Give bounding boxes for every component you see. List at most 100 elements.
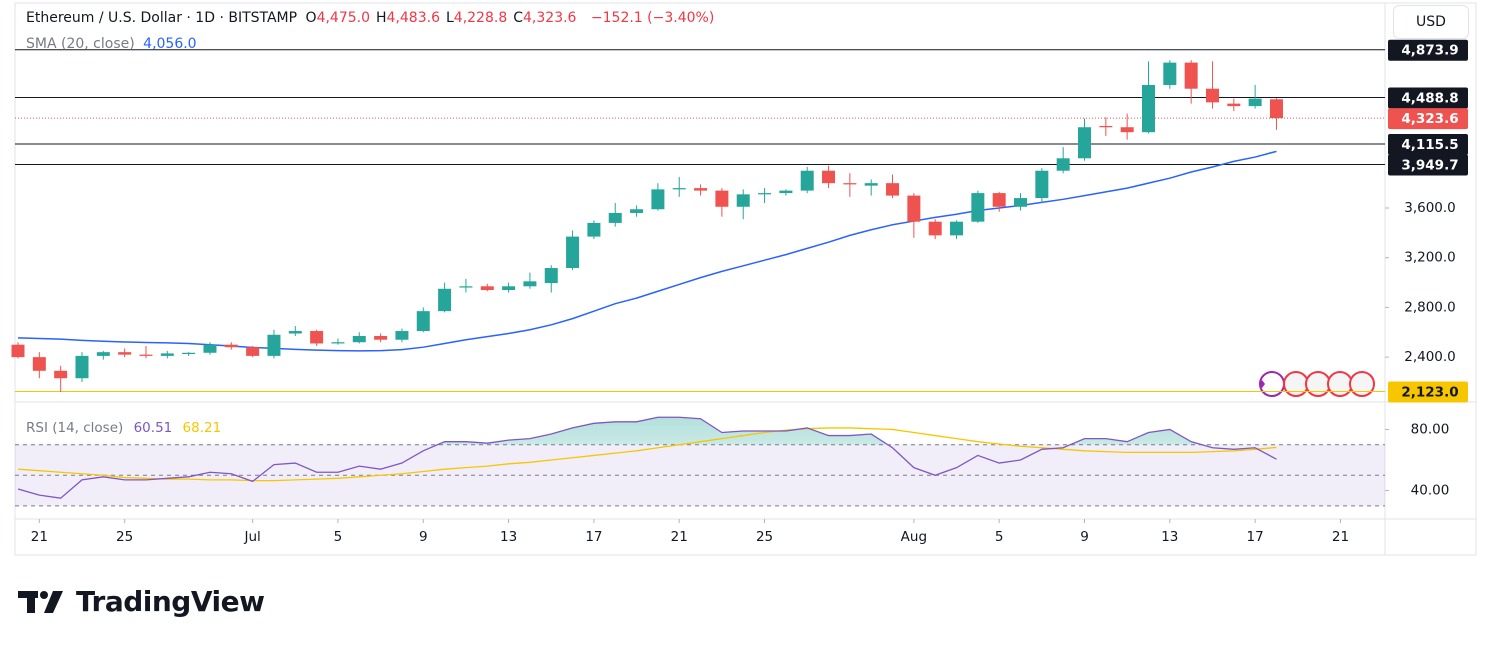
ohlc-key: H [376, 10, 387, 26]
x-tick-label: 25 [756, 529, 773, 545]
rsi-line [17, 416, 1277, 499]
candle-body [651, 189, 665, 210]
candle-body [416, 311, 430, 332]
x-tick-label: 17 [1247, 529, 1264, 545]
rsi-y-tick-label: 80.00 [1411, 421, 1450, 437]
candle-body [1120, 127, 1134, 133]
candle-body [203, 344, 217, 353]
chart-frame [14, 2, 1477, 556]
candle-body [971, 193, 985, 222]
x-tick-label: 9 [1080, 529, 1089, 545]
price-label-box [1388, 133, 1468, 155]
x-tick-label: Jul [243, 529, 260, 545]
sma-legend: SMA (20, close) 4,056.0 [26, 36, 201, 52]
currency-button[interactable]: USD [1393, 5, 1469, 39]
candle-body [523, 281, 537, 287]
ohlc-key: O [305, 10, 317, 26]
x-tick-label: 5 [995, 529, 1004, 545]
rsi-value: 60.51 [134, 420, 173, 436]
candle-body [224, 344, 238, 348]
rsi-ma-value: 68.21 [183, 420, 222, 436]
candle-body [118, 352, 132, 355]
x-tick-label: Aug [901, 529, 927, 545]
rsi-y-tick-label: 40.00 [1411, 483, 1450, 499]
ohlc-value: 4,323.6 [523, 10, 577, 26]
candle-body [246, 347, 260, 356]
candle-body [715, 190, 729, 207]
candle-body [928, 221, 942, 236]
x-tick-label: 21 [671, 529, 688, 545]
ohlc-value: 4,483.6 [386, 10, 440, 26]
candle-body [950, 221, 964, 236]
change-label: −152.1 (−3.40%) [590, 10, 715, 26]
candle-body [1014, 198, 1028, 207]
candle-body [566, 236, 580, 269]
x-tick-label: 21 [31, 529, 48, 545]
x-tick-label: 5 [334, 529, 343, 545]
y-tick-label: 2,800.0 [1404, 299, 1456, 315]
x-tick-label: 13 [1161, 529, 1178, 545]
y-tick-label: 3,200.0 [1404, 250, 1456, 266]
price-label-box [1388, 87, 1468, 109]
logo-icon [18, 591, 63, 613]
candle-body [886, 183, 900, 196]
event-icons [1259, 371, 1375, 397]
price-label-box [1388, 39, 1468, 61]
x-tick-label: 21 [1332, 529, 1349, 545]
candle-body [352, 336, 366, 343]
sma-value: 4,056.0 [143, 36, 197, 52]
ohlc-key: L [445, 10, 454, 26]
candle-body [736, 194, 750, 207]
candle-body [779, 190, 793, 194]
x-tick-label: 9 [419, 529, 428, 545]
candle-body [800, 170, 814, 191]
candle-body [672, 188, 686, 190]
symbol-title: Ethereum / U.S. Dollar · 1D · BITSTAMP [26, 10, 298, 26]
candle-body [1269, 99, 1283, 119]
candle-body [395, 331, 409, 340]
candle-body [907, 195, 921, 222]
candle-body [1248, 98, 1262, 107]
candle-body [1141, 84, 1155, 133]
ohlc-value: 4,228.8 [453, 10, 508, 26]
candle-body [331, 342, 345, 344]
brand-logo: TradingView [76, 585, 265, 618]
sma-line [17, 150, 1277, 352]
rsi-ma-line [17, 427, 1277, 482]
y-tick-label: 3,600.0 [1404, 200, 1456, 216]
rsi-band [15, 444, 1385, 506]
candle-body [288, 331, 302, 334]
x-tick-label: 17 [585, 529, 602, 545]
price-label-box [1388, 154, 1468, 176]
rsi-name: RSI (14, close) [26, 420, 123, 436]
candle-body [1078, 127, 1091, 159]
candle-body [587, 222, 601, 237]
sma-name: SMA (20, close) [26, 36, 135, 52]
candle-body [992, 193, 1006, 207]
candle-body [182, 352, 196, 355]
candle-body [843, 183, 857, 185]
candle-body [139, 354, 153, 356]
x-tick-label: 13 [500, 529, 517, 545]
candle-body [160, 353, 174, 356]
rsi-overbought-fill [18, 417, 1277, 445]
candle-body [502, 286, 516, 291]
x-tick-label: 25 [116, 529, 133, 545]
rsi-legend: RSI (14, close) 60.51 68.21 [26, 420, 221, 436]
candle-body [758, 193, 772, 195]
candle-body [32, 357, 46, 371]
candle-body [11, 344, 25, 358]
candle-body [1099, 125, 1113, 128]
candle-body [1205, 88, 1219, 103]
candle-body [267, 334, 281, 356]
price-label: 3,949.7 [1401, 158, 1458, 174]
ohlc-value: 4,475.0 [316, 10, 371, 26]
candle-body [374, 336, 388, 340]
price-label-box [1388, 381, 1468, 403]
candle-body [544, 268, 558, 284]
price-label: 4,323.6 [1401, 111, 1458, 127]
candle-body [1163, 62, 1177, 85]
y-tick-label: 2,400.0 [1404, 349, 1456, 365]
candle-body [630, 209, 644, 213]
